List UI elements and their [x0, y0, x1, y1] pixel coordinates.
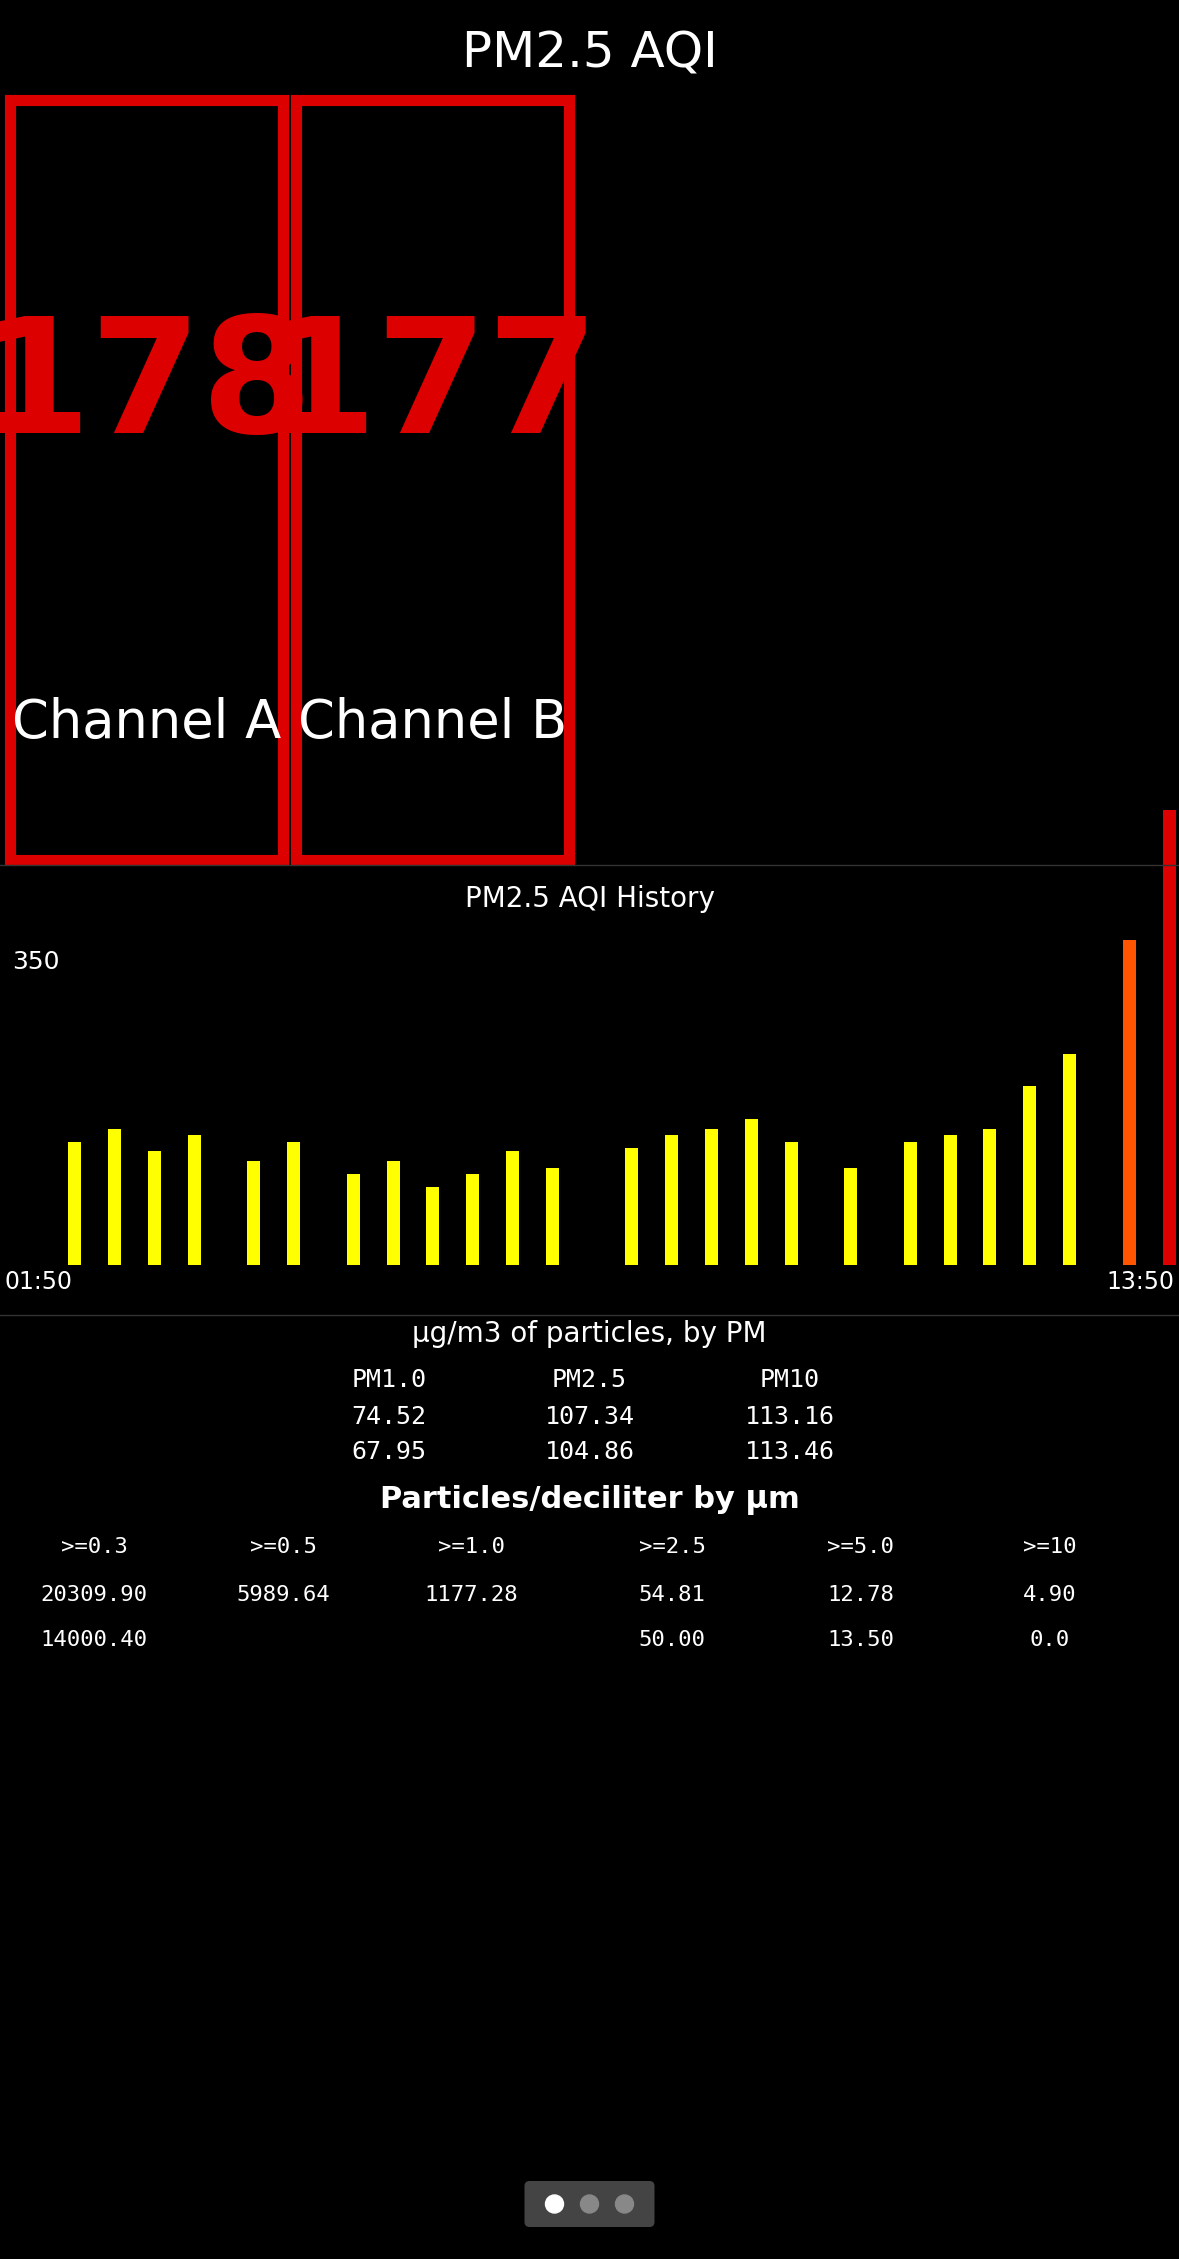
Text: 5989.64: 5989.64	[236, 1586, 330, 1604]
Bar	[844, 1168, 857, 1265]
Text: 350: 350	[12, 951, 59, 974]
Text: >=0.3: >=0.3	[61, 1536, 127, 1556]
Text: 178: 178	[0, 312, 314, 465]
Text: >=2.5: >=2.5	[639, 1536, 705, 1556]
Text: 12.78: 12.78	[828, 1586, 894, 1604]
Text: PM2.5: PM2.5	[552, 1369, 627, 1392]
Text: 54.81: 54.81	[639, 1586, 705, 1604]
Bar	[1023, 1087, 1036, 1265]
Bar	[347, 1175, 360, 1265]
Bar	[904, 1141, 917, 1265]
Bar	[288, 1141, 301, 1265]
Circle shape	[580, 2196, 599, 2214]
Text: >=1.0: >=1.0	[439, 1536, 505, 1556]
Text: >=0.5: >=0.5	[250, 1536, 316, 1556]
Text: >=5.0: >=5.0	[828, 1536, 894, 1556]
Bar	[1162, 811, 1175, 1265]
Text: Particles/deciliter by μm: Particles/deciliter by μm	[380, 1484, 799, 1516]
Text: 0.0: 0.0	[1029, 1631, 1069, 1649]
Text: 13.50: 13.50	[828, 1631, 894, 1649]
Bar	[665, 1134, 678, 1265]
Bar	[983, 1130, 996, 1265]
Bar	[784, 1141, 797, 1265]
Bar	[68, 1141, 81, 1265]
Circle shape	[615, 2196, 633, 2214]
Bar	[1122, 940, 1135, 1265]
Text: >=10: >=10	[1022, 1536, 1076, 1556]
Text: 01:50: 01:50	[5, 1270, 73, 1294]
Text: PM1.0: PM1.0	[351, 1369, 427, 1392]
Text: Channel A: Channel A	[12, 698, 282, 750]
Bar	[387, 1161, 400, 1265]
Bar	[506, 1152, 519, 1265]
Text: PM2.5 AQI: PM2.5 AQI	[462, 29, 717, 79]
Bar	[943, 1134, 956, 1265]
Text: 113.16: 113.16	[745, 1405, 835, 1430]
Text: 50.00: 50.00	[639, 1631, 705, 1649]
Text: 14000.40: 14000.40	[41, 1631, 147, 1649]
Bar	[248, 1161, 261, 1265]
Text: 20309.90: 20309.90	[41, 1586, 147, 1604]
Text: μg/m3 of particles, by PM: μg/m3 of particles, by PM	[413, 1319, 766, 1349]
Bar	[625, 1148, 638, 1265]
Circle shape	[546, 2196, 564, 2214]
Text: 104.86: 104.86	[545, 1439, 634, 1464]
Bar	[147, 1152, 162, 1265]
Text: Channel B: Channel B	[298, 698, 567, 750]
Bar	[705, 1130, 718, 1265]
Text: 177: 177	[266, 312, 600, 465]
Text: 4.90: 4.90	[1022, 1586, 1076, 1604]
Bar	[187, 1134, 200, 1265]
Bar	[427, 1186, 440, 1265]
Bar	[108, 1130, 121, 1265]
Text: PM2.5 AQI History: PM2.5 AQI History	[465, 886, 714, 913]
Text: 113.46: 113.46	[745, 1439, 835, 1464]
Text: 13:50: 13:50	[1106, 1270, 1174, 1294]
Bar	[546, 1168, 559, 1265]
Bar	[1063, 1053, 1076, 1265]
Bar	[745, 1118, 758, 1265]
Bar	[9, 99, 283, 861]
Bar	[466, 1175, 479, 1265]
Bar	[296, 99, 569, 861]
Text: 74.52: 74.52	[351, 1405, 427, 1430]
Text: 107.34: 107.34	[545, 1405, 634, 1430]
Text: PM10: PM10	[760, 1369, 819, 1392]
Text: 1177.28: 1177.28	[424, 1586, 519, 1604]
Text: 67.95: 67.95	[351, 1439, 427, 1464]
FancyBboxPatch shape	[525, 2180, 654, 2227]
